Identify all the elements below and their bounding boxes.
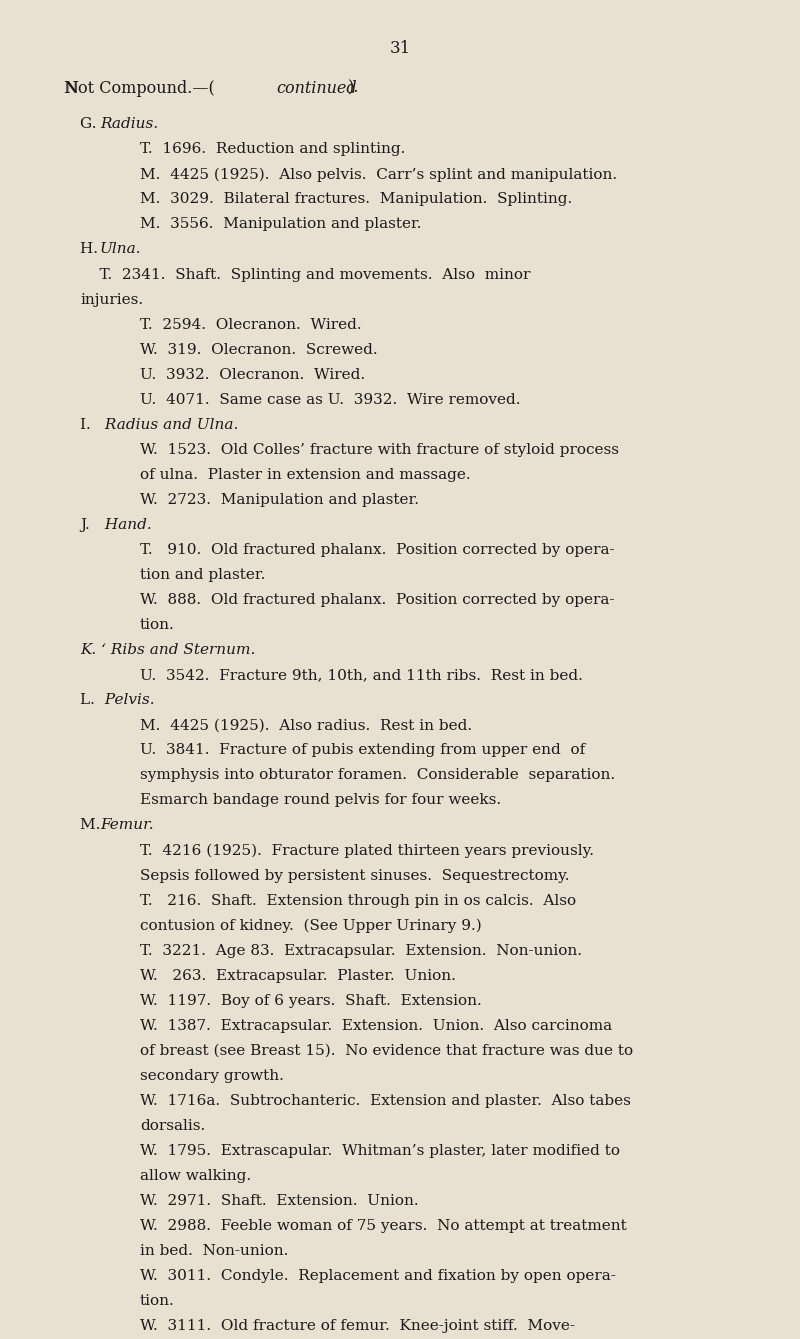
Text: Not Compound.—(: Not Compound.—( [64, 80, 214, 96]
Text: W.  2723.  Manipulation and plaster.: W. 2723. Manipulation and plaster. [140, 493, 419, 507]
Text: in bed.  Non-union.: in bed. Non-union. [140, 1244, 288, 1259]
Text: T.  1696.  Reduction and splinting.: T. 1696. Reduction and splinting. [140, 142, 406, 157]
Text: J.: J. [80, 518, 99, 532]
Text: W.  2971.  Shaft.  Extension.  Union.: W. 2971. Shaft. Extension. Union. [140, 1194, 418, 1208]
Text: tion.: tion. [140, 619, 174, 632]
Text: Sepsis followed by persistent sinuses.  Sequestrectomy.: Sepsis followed by persistent sinuses. S… [140, 869, 570, 882]
Text: W.  1523.  Old Colles’ fracture with fracture of styloid process: W. 1523. Old Colles’ fracture with fract… [140, 443, 619, 457]
Text: contusion of kidney.  (See Upper Urinary 9.): contusion of kidney. (See Upper Urinary … [140, 919, 482, 933]
Text: W.  319.  Olecranon.  Screwed.: W. 319. Olecranon. Screwed. [140, 343, 378, 356]
Text: W.  1387.  Extracapsular.  Extension.  Union.  Also carcinoma: W. 1387. Extracapsular. Extension. Union… [140, 1019, 612, 1032]
Text: W.  3111.  Old fracture of femur.  Knee-joint stiff.  Move-: W. 3111. Old fracture of femur. Knee-joi… [140, 1319, 575, 1334]
Text: M.  3556.  Manipulation and plaster.: M. 3556. Manipulation and plaster. [140, 217, 422, 232]
Text: M.  4425 (1925).  Also radius.  Rest in bed.: M. 4425 (1925). Also radius. Rest in bed… [140, 718, 472, 732]
Text: Hand.: Hand. [100, 518, 151, 532]
Text: Radius and Ulna.: Radius and Ulna. [100, 418, 238, 431]
Text: dorsalis.: dorsalis. [140, 1119, 206, 1133]
Text: injuries.: injuries. [80, 292, 143, 307]
Text: K. ‘ Ribs and Sternum.: K. ‘ Ribs and Sternum. [80, 643, 255, 657]
Text: T.   910.  Old fractured phalanx.  Position corrected by opera-: T. 910. Old fractured phalanx. Position … [140, 544, 614, 557]
Text: U.  3932.  Olecranon.  Wired.: U. 3932. Olecranon. Wired. [140, 368, 365, 382]
Text: symphysis into obturator foramen.  Considerable  separation.: symphysis into obturator foramen. Consid… [140, 769, 615, 782]
Text: ).: ). [348, 80, 359, 96]
Text: U.  3841.  Fracture of pubis extending from upper end  of: U. 3841. Fracture of pubis extending fro… [140, 743, 586, 758]
Text: W.   263.  Extracapsular.  Plaster.  Union.: W. 263. Extracapsular. Plaster. Union. [140, 968, 456, 983]
Text: W.  1795.  Extrascapular.  Whitman’s plaster, later modified to: W. 1795. Extrascapular. Whitman’s plaste… [140, 1144, 620, 1158]
Text: G.: G. [80, 118, 106, 131]
Text: W.  1197.  Boy of 6 years.  Shaft.  Extension.: W. 1197. Boy of 6 years. Shaft. Extensio… [140, 994, 482, 1008]
Text: T.  4216 (1925).  Fracture plated thirteen years previously.: T. 4216 (1925). Fracture plated thirteen… [140, 844, 594, 858]
Text: U.  4071.  Same case as U.  3932.  Wire removed.: U. 4071. Same case as U. 3932. Wire remo… [140, 392, 521, 407]
Text: Ulna.: Ulna. [100, 242, 142, 257]
Text: tion and plaster.: tion and plaster. [140, 568, 266, 582]
Text: Femur.: Femur. [100, 818, 154, 833]
Text: T.  3221.  Age 83.  Extracapsular.  Extension.  Non-union.: T. 3221. Age 83. Extracapsular. Extensio… [140, 944, 582, 957]
Text: T.  2594.  Olecranon.  Wired.: T. 2594. Olecranon. Wired. [140, 317, 362, 332]
Text: continued: continued [276, 80, 357, 96]
Text: W.  3011.  Condyle.  Replacement and fixation by open opera-: W. 3011. Condyle. Replacement and fixati… [140, 1269, 616, 1283]
Text: L.: L. [80, 694, 105, 707]
Text: N: N [64, 80, 78, 96]
Text: tion.: tion. [140, 1295, 174, 1308]
Text: allow walking.: allow walking. [140, 1169, 251, 1184]
Text: I.: I. [80, 418, 101, 431]
Text: H.: H. [80, 242, 108, 257]
Text: 31: 31 [390, 40, 410, 56]
Text: of breast (see Breast 15).  No evidence that fracture was due to: of breast (see Breast 15). No evidence t… [140, 1044, 633, 1058]
Text: W.  888.  Old fractured phalanx.  Position corrected by opera-: W. 888. Old fractured phalanx. Position … [140, 593, 614, 607]
Text: W.  1716a.  Subtrochanteric.  Extension and plaster.  Also tabes: W. 1716a. Subtrochanteric. Extension and… [140, 1094, 631, 1107]
Text: T.  2341.  Shaft.  Splinting and movements.  Also  minor: T. 2341. Shaft. Splinting and movements.… [80, 268, 530, 281]
Text: T.   216.  Shaft.  Extension through pin in os calcis.  Also: T. 216. Shaft. Extension through pin in … [140, 893, 576, 908]
Text: Radius.: Radius. [100, 118, 158, 131]
Text: of ulna.  Plaster in extension and massage.: of ulna. Plaster in extension and massag… [140, 467, 470, 482]
Text: Pelvis.: Pelvis. [100, 694, 154, 707]
Text: W.  2988.  Feeble woman of 75 years.  No attempt at treatment: W. 2988. Feeble woman of 75 years. No at… [140, 1220, 626, 1233]
Text: M.  3029.  Bilateral fractures.  Manipulation.  Splinting.: M. 3029. Bilateral fractures. Manipulati… [140, 193, 572, 206]
Text: M.  4425 (1925).  Also pelvis.  Carr’s splint and manipulation.: M. 4425 (1925). Also pelvis. Carr’s spli… [140, 167, 617, 182]
Text: Esmarch bandage round pelvis for four weeks.: Esmarch bandage round pelvis for four we… [140, 794, 501, 807]
Text: secondary growth.: secondary growth. [140, 1069, 284, 1083]
Text: U.  3542.  Fracture 9th, 10th, and 11th ribs.  Rest in bed.: U. 3542. Fracture 9th, 10th, and 11th ri… [140, 668, 583, 683]
Text: M.: M. [80, 818, 110, 833]
